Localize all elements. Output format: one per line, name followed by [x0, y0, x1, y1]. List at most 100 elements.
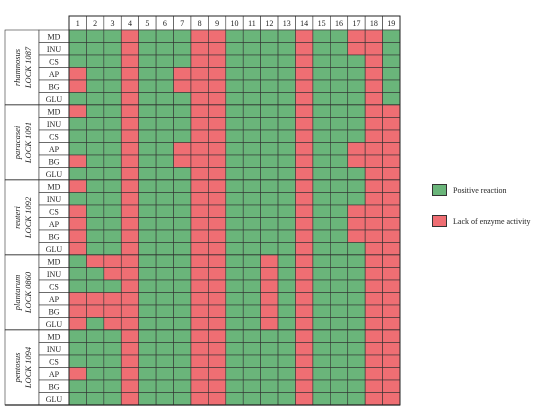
heatmap-cell [260, 142, 279, 156]
heatmap-cell [68, 179, 87, 193]
heatmap-cell [242, 329, 261, 343]
heatmap-cell [312, 67, 331, 81]
legend: Positive reaction Lack of enzyme activit… [432, 184, 531, 227]
heatmap-cell [86, 167, 105, 181]
heatmap-cell [330, 192, 349, 206]
heatmap-cell [68, 204, 87, 218]
heatmap-cell [347, 42, 366, 56]
heatmap-cell [295, 42, 314, 56]
heatmap-cell [242, 29, 261, 43]
heatmap-cell [190, 179, 209, 193]
heatmap-cell [330, 367, 349, 381]
legend-item-positive: Positive reaction [432, 184, 531, 196]
row-label: CS [49, 132, 59, 141]
heatmap-cell [364, 329, 383, 343]
row-label: GLU [46, 395, 63, 404]
heatmap-cell [277, 204, 296, 218]
heatmap-cell [155, 79, 174, 93]
heatmap-cell [173, 229, 192, 243]
heatmap-cell [155, 154, 174, 168]
heatmap-cell [155, 129, 174, 143]
heatmap-cell [120, 167, 139, 181]
heatmap-cell [260, 167, 279, 181]
heatmap-cell [242, 167, 261, 181]
heatmap-cell [190, 267, 209, 281]
heatmap-cell [242, 392, 261, 406]
heatmap-cell [86, 54, 105, 68]
heatmap-cell [330, 292, 349, 306]
heatmap-cell [347, 167, 366, 181]
heatmap-cell [68, 267, 87, 281]
heatmap-cell [103, 354, 122, 368]
heatmap-cell [364, 342, 383, 356]
heatmap-cell [225, 167, 244, 181]
heatmap-cell [347, 392, 366, 406]
heatmap-cell [103, 292, 122, 306]
heatmap-cell [68, 242, 87, 256]
legend-label-lack: Lack of enzyme activity [453, 216, 531, 226]
heatmap-cell [190, 92, 209, 106]
heatmap-cell [382, 254, 401, 268]
heatmap-cell [138, 154, 157, 168]
heatmap-cell [382, 179, 401, 193]
heatmap-cell [155, 379, 174, 393]
heatmap-cell [86, 292, 105, 306]
heatmap-cell [260, 129, 279, 143]
row-label: CS [49, 57, 59, 66]
heatmap-cell [295, 292, 314, 306]
heatmap-cell [138, 104, 157, 118]
heatmap-cell [295, 392, 314, 406]
heatmap-cell [225, 279, 244, 293]
heatmap-cell [190, 279, 209, 293]
heatmap-cell [312, 367, 331, 381]
heatmap-cell [190, 329, 209, 343]
heatmap-cell [225, 79, 244, 93]
heatmap-cell [242, 254, 261, 268]
heatmap-cell [260, 179, 279, 193]
heatmap-cell [68, 54, 87, 68]
heatmap-cell [312, 179, 331, 193]
heatmap-cell [173, 354, 192, 368]
heatmap-cell [103, 242, 122, 256]
heatmap-cell [277, 267, 296, 281]
heatmap-cell [382, 242, 401, 256]
row-label: BG [48, 307, 59, 316]
heatmap-cell [312, 254, 331, 268]
heatmap-cell [364, 229, 383, 243]
species-label-cell [4, 104, 40, 181]
heatmap-cell [120, 54, 139, 68]
row-label: INU [47, 195, 61, 204]
heatmap-cell [225, 229, 244, 243]
heatmap-cell [225, 192, 244, 206]
heatmap-cell [173, 242, 192, 256]
heatmap-cell [330, 242, 349, 256]
heatmap-cell [242, 279, 261, 293]
heatmap-cell [312, 167, 331, 181]
heatmap-cell [120, 254, 139, 268]
heatmap-cell [330, 167, 349, 181]
column-header-label: 14 [300, 19, 308, 28]
heatmap-cell [155, 217, 174, 231]
heatmap-cell [277, 342, 296, 356]
heatmap-cell [364, 292, 383, 306]
strain-id: LOCK 1094 [23, 346, 33, 389]
heatmap-cell [312, 242, 331, 256]
heatmap-cell [86, 79, 105, 93]
row-label: MD [48, 332, 61, 341]
heatmap-cell [173, 154, 192, 168]
heatmap-cell [347, 379, 366, 393]
heatmap-cell [155, 117, 174, 131]
heatmap-cell [86, 267, 105, 281]
heatmap-cell [138, 267, 157, 281]
heatmap-cell [86, 304, 105, 318]
heatmap-cell [173, 379, 192, 393]
heatmap-cell [347, 29, 366, 43]
heatmap-cell [364, 217, 383, 231]
heatmap-cell [382, 267, 401, 281]
heatmap-cell [103, 129, 122, 143]
heatmap-cell [277, 167, 296, 181]
species-name: pentosus [12, 352, 22, 383]
row-label: GLU [46, 245, 63, 254]
heatmap-cell [103, 329, 122, 343]
heatmap-cell [190, 217, 209, 231]
